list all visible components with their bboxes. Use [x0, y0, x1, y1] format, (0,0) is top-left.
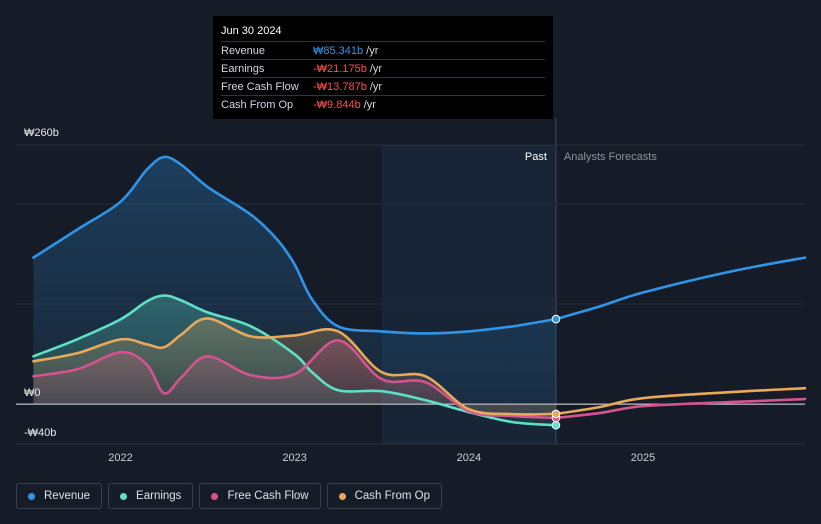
tooltip-value: -₩9.844b — [313, 98, 361, 111]
y-tick-label: -₩40b — [24, 427, 56, 439]
legend-dot-icon — [338, 492, 346, 500]
x-tick-label: 2023 — [282, 452, 306, 464]
legend-label: Free Cash Flow — [227, 490, 309, 502]
forecast-label: Analysts Forecasts — [564, 151, 657, 163]
legend-item-revenue[interactable]: Revenue — [16, 483, 103, 509]
legend-item-earnings[interactable]: Earnings — [108, 483, 194, 509]
x-tick-label: 2024 — [457, 452, 481, 464]
x-tick-label: 2022 — [108, 452, 132, 464]
line-earnings — [32, 294, 558, 427]
past-label: Past — [525, 151, 547, 163]
line-cash-from-op — [32, 317, 558, 416]
tooltip-label: Revenue — [221, 44, 266, 57]
tooltip-unit: /yr — [369, 80, 383, 93]
x-tick-label: 2025 — [631, 452, 655, 464]
tooltip-unit: /yr — [369, 62, 383, 75]
tooltip-label: Cash From Op — [221, 98, 294, 111]
forecast-line-cash-from-op — [554, 386, 807, 416]
tooltip-value: ₩85.341b — [313, 44, 364, 57]
chart-legend: Revenue Earnings Free Cash Flow Cash Fro… — [16, 483, 443, 509]
legend-dot-icon — [28, 492, 35, 500]
line-revenue — [32, 155, 558, 335]
tooltip-date: Jun 30 2024 — [221, 25, 282, 37]
tooltip-value: -₩13.787b — [313, 80, 367, 93]
marker-revenue — [551, 314, 561, 324]
tooltip-row-earnings: Earnings -₩21.175b /yr — [221, 59, 545, 77]
marker-cash-from-op — [551, 409, 561, 419]
legend-label: Revenue — [44, 490, 91, 502]
tooltip-row-cash-from-op: Cash From Op -₩9.844b /yr — [221, 95, 545, 113]
line-free-cash-flow — [32, 338, 558, 420]
legend-label: Cash From Op — [354, 490, 431, 502]
tooltip-row-free-cash-flow: Free Cash Flow -₩13.787b /yr — [221, 77, 545, 95]
tooltip-row-revenue: Revenue ₩85.341b /yr — [221, 41, 545, 59]
legend-dot-icon — [211, 492, 219, 500]
data-tooltip: Jun 30 2024 Revenue ₩85.341b /yr Earning… — [213, 16, 553, 119]
legend-dot-icon — [120, 492, 128, 500]
tooltip-unit: /yr — [363, 98, 376, 111]
y-tick-label: ₩0 — [24, 387, 41, 399]
y-tick-label: ₩260b — [24, 127, 59, 139]
forecast-line-free-cash-flow — [554, 397, 807, 420]
marker-earnings — [551, 420, 561, 430]
legend-item-free-cash-flow[interactable]: Free Cash Flow — [199, 483, 321, 509]
legend-label: Earnings — [136, 490, 182, 502]
tooltip-label: Earnings — [221, 62, 265, 75]
tooltip-label: Free Cash Flow — [221, 80, 299, 93]
area-cash-from-op — [33, 318, 556, 415]
legend-item-cash-from-op[interactable]: Cash From Op — [326, 483, 443, 509]
forecast-line-revenue — [554, 256, 807, 321]
tooltip-unit: /yr — [366, 44, 379, 57]
tooltip-value: -₩21.175b — [313, 62, 367, 75]
